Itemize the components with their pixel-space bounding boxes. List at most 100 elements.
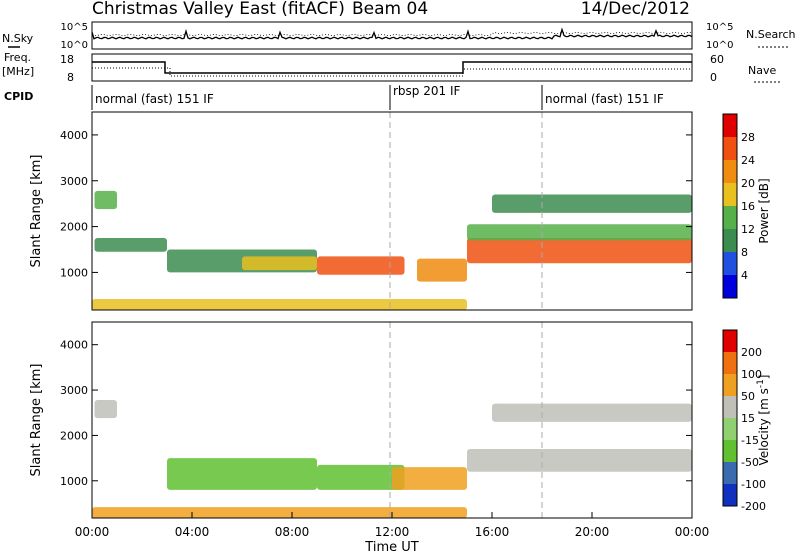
velocity-data — [92, 400, 692, 518]
y-tick-label: 1000 — [60, 475, 88, 488]
colorbar-swatch — [723, 252, 737, 275]
scatter-region — [417, 258, 467, 282]
velocity-ylabel: Slant Range [km] — [29, 364, 44, 477]
date-label: 14/Dec/2012 — [581, 0, 690, 19]
scatter-region — [94, 190, 117, 210]
x-tick-label: 20:00 — [575, 525, 610, 539]
noise-left-tick-high: 10^5 — [61, 22, 88, 33]
colorbar-tick: 100 — [741, 368, 762, 381]
cpid-segment-2: rbsp 201 IF — [393, 84, 460, 98]
velocity-panel: 4000 3000 2000 1000 Slant Range [km] 200 100… — [29, 321, 771, 519]
noise-sky-label: N.Sky — [2, 32, 34, 45]
y-tick-label: 3000 — [60, 384, 88, 397]
noise-search-trace — [91, 31, 693, 37]
noise-left-tick-low: 10^0 — [61, 40, 88, 51]
colorbar-tick: 20 — [741, 177, 755, 190]
colorbar-tick: 8 — [741, 246, 748, 259]
noise-right-tick-high: 10^5 — [706, 22, 733, 33]
colorbar-frame — [722, 329, 738, 507]
scatter-region — [317, 256, 405, 275]
colorbar-tick: 16 — [741, 200, 755, 213]
colorbar-tick: 24 — [741, 154, 755, 167]
scatter-region — [94, 238, 167, 252]
scatter-region — [392, 467, 467, 490]
freq-tick-high: 18 — [60, 53, 74, 66]
scatter-region — [467, 449, 692, 472]
noise-right-tick-low: 10^0 — [706, 40, 733, 51]
power-colorbar-label: Power [dB] — [757, 178, 771, 243]
colorbar-swatch — [723, 396, 737, 418]
colorbar-swatch — [723, 275, 737, 298]
scatter-region — [92, 299, 467, 310]
freq-panel: Freq. [MHz] 18 8 60 0 Nave — [2, 51, 780, 84]
colorbar-swatch — [723, 183, 737, 206]
y-tick-label: 4000 — [60, 339, 88, 352]
nave-tick-low: 0 — [710, 71, 717, 84]
nave-trace — [92, 67, 692, 77]
scatter-region — [92, 507, 467, 518]
freq-tick-low: 8 — [67, 71, 74, 84]
y-tick-label: 3000 — [60, 175, 88, 188]
station-title: Christmas Valley East (fitACF) — [92, 0, 345, 19]
nave-label: Nave — [748, 64, 776, 77]
scatter-region — [467, 238, 692, 264]
colorbar-swatch — [723, 137, 737, 160]
colorbar-tick: 50 — [741, 390, 755, 403]
power-colorbar: 28 24 20 16 12 8 4 — [722, 113, 755, 299]
y-tick-label: 2000 — [60, 221, 88, 234]
colorbar-frame — [722, 113, 738, 299]
colorbar-swatch — [723, 160, 737, 183]
power-ylabel: Slant Range [km] — [29, 155, 44, 268]
colorbar-tick: -100 — [741, 478, 766, 491]
beam-label: Beam 04 — [352, 0, 428, 19]
cpid-segment-3: normal (fast) 151 IF — [545, 92, 664, 106]
freq-label: Freq. — [4, 51, 31, 64]
scatter-region — [317, 464, 405, 490]
x-tick-label: 04:00 — [175, 525, 210, 539]
colorbar-swatch — [723, 114, 737, 137]
y-tick-label: 2000 — [60, 429, 88, 442]
time-axis-label: Time UT — [364, 540, 418, 554]
colorbar-swatch — [723, 352, 737, 374]
velocity-colorbar-label: Velocity [m s-1] — [756, 375, 771, 466]
freq-trace — [92, 61, 692, 74]
nave-tick-high: 60 — [710, 53, 724, 66]
colorbar-swatch — [723, 418, 737, 440]
x-tick-label: 12:00 — [375, 525, 410, 539]
cpid-label: CPID — [4, 90, 33, 103]
y-tick-label: 4000 — [60, 129, 88, 142]
colorbar-swatch — [723, 462, 737, 484]
colorbar-tick: 200 — [741, 346, 762, 359]
y-tick-label: 1000 — [60, 266, 88, 279]
x-tick-label: 16:00 — [475, 525, 510, 539]
colorbar-swatch — [723, 374, 737, 396]
x-tick-label: 00:00 — [675, 525, 710, 539]
power-data — [92, 190, 692, 310]
colorbar-swatch — [723, 229, 737, 252]
noise-search-label: N.Search — [746, 28, 796, 41]
cpid-panel: CPID normal (fast) 151 IF rbsp 201 IF no… — [4, 84, 664, 110]
noise-sky-trace — [91, 27, 693, 40]
colorbar-tick: -200 — [741, 500, 766, 513]
x-tick-label: 00:00 — [75, 525, 110, 539]
power-axes: 4000 3000 2000 1000 — [60, 129, 692, 279]
power-panel: 4000 3000 2000 1000 Slant Range [km] 28 24 20… — [29, 111, 771, 311]
scatter-region — [94, 400, 117, 419]
scatter-region — [467, 224, 692, 241]
velocity-axes: 4000 3000 2000 1000 — [60, 339, 692, 488]
colorbar-tick: -15 — [741, 434, 759, 447]
scatter-region — [167, 458, 317, 490]
colorbar-tick: -50 — [741, 456, 759, 469]
colorbar-swatch — [723, 330, 737, 352]
colorbar-swatch — [723, 440, 737, 462]
freq-units: [MHz] — [2, 65, 34, 78]
x-tick-label: 08:00 — [275, 525, 310, 539]
colorbar-swatch — [723, 206, 737, 229]
scatter-region — [492, 194, 692, 213]
colorbar-tick: 15 — [741, 412, 755, 425]
velocity-colorbar: 200 100 50 15 -15 -50 -100 -200 — [722, 329, 766, 513]
time-axis: 00:00 04:00 08:00 12:00 16:00 20:00 00:00 — [75, 512, 710, 539]
scatter-region — [492, 403, 692, 422]
